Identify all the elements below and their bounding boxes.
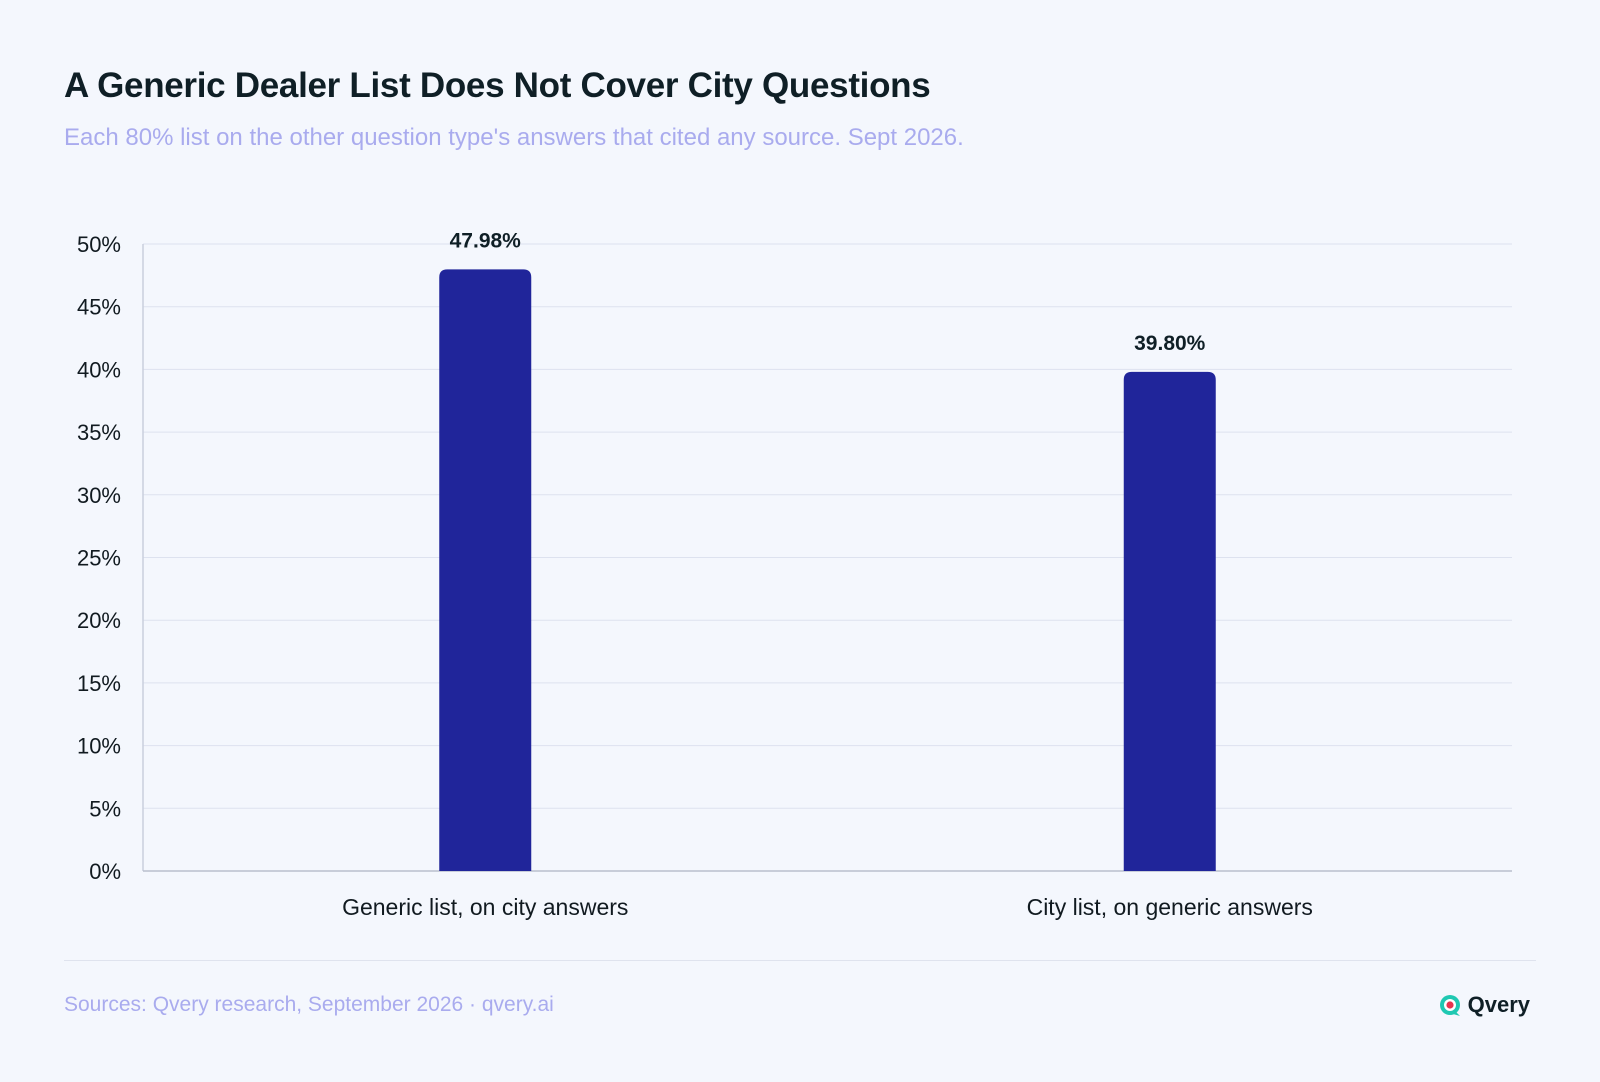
x-tick-label: Generic list, on city answers bbox=[342, 894, 628, 920]
y-tick-label: 20% bbox=[77, 608, 121, 633]
chart-title: A Generic Dealer List Does Not Cover Cit… bbox=[64, 66, 931, 105]
y-tick-label: 45% bbox=[77, 295, 121, 320]
bar-chart: 0% 5% 10% 15% 20% 25% 30% 35% 40% 45% 50% 47.98% Gen… bbox=[77, 229, 1512, 920]
brand-name: Qvery bbox=[1467, 992, 1530, 1017]
y-tick-label: 15% bbox=[77, 671, 121, 696]
bar bbox=[439, 269, 532, 871]
data-label: 39.80% bbox=[1134, 332, 1206, 355]
x-tick-label: City list, on generic answers bbox=[1027, 894, 1313, 920]
y-tick-label: 0% bbox=[89, 859, 121, 884]
y-tick-label: 25% bbox=[77, 546, 121, 571]
y-tick-label: 10% bbox=[77, 734, 121, 759]
bar bbox=[1123, 371, 1216, 871]
y-tick-label: 35% bbox=[77, 420, 121, 445]
data-label: 47.98% bbox=[450, 229, 522, 252]
brand[interactable]: Qvery bbox=[1438, 992, 1530, 1018]
y-tick-label: 50% bbox=[77, 232, 121, 257]
y-tick-label: 30% bbox=[77, 483, 121, 508]
qvery-logo-icon bbox=[1439, 995, 1460, 1016]
source-note: Sources: Qvery research, September 2026 … bbox=[64, 993, 554, 1016]
footer-divider bbox=[64, 960, 1536, 961]
y-tick-label: 40% bbox=[77, 357, 121, 382]
y-tick-label: 5% bbox=[89, 796, 121, 821]
chart-subtitle: Each 80% list on the other question type… bbox=[64, 124, 964, 151]
